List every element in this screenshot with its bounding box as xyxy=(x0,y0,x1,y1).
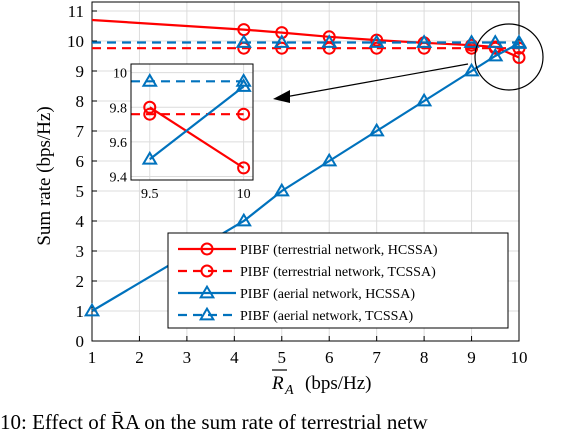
circle-marker xyxy=(200,242,214,256)
zoom-annotation xyxy=(273,23,544,103)
zoom-arrow-line xyxy=(284,63,469,98)
inset-series-3 xyxy=(131,73,252,87)
y-tick-label: 0 xyxy=(76,332,85,351)
figure-caption: 10: Effect of R̄A on the sum rate of ter… xyxy=(0,410,428,434)
inset-y-tick-label: 9.6 xyxy=(110,136,128,151)
y-tick-label: 3 xyxy=(76,242,85,261)
x-tick-label: 5 xyxy=(278,348,287,367)
svg-text:R: R xyxy=(271,373,284,394)
y-tick-label: 8 xyxy=(76,92,85,111)
inset-x-tick-label: 10 xyxy=(237,187,251,202)
series-line xyxy=(91,18,520,59)
series-2 xyxy=(83,35,528,317)
legend-label: PIBF (terrestrial network, HCSSA) xyxy=(240,243,438,258)
x-tick-label: 8 xyxy=(420,348,429,367)
x-tick-label: 7 xyxy=(372,348,381,367)
inset-series-1 xyxy=(131,107,251,121)
x-axis-label: R A (bps/Hz) xyxy=(271,369,371,398)
triangle-marker xyxy=(273,34,290,48)
legend: PIBF (terrestrial network, HCSSA) PIBF (t… xyxy=(167,232,509,329)
triangle-marker xyxy=(198,306,216,321)
legend-label: PIBF (aerial network, TCSSA) xyxy=(240,309,414,324)
y-axis-label: Sum rate (bps/Hz) xyxy=(34,106,55,245)
svg-text:A: A xyxy=(284,383,294,398)
inset-y-tick-label: 10 xyxy=(113,67,127,82)
x-tick-label: 4 xyxy=(230,348,239,367)
triangle-marker xyxy=(416,34,433,48)
y-tick-label: 11 xyxy=(68,2,84,21)
triangle-marker xyxy=(487,47,504,62)
circle-marker xyxy=(370,41,384,55)
triangle-marker xyxy=(273,182,290,197)
x-tick-label: 9 xyxy=(467,348,476,367)
circle-marker xyxy=(237,107,251,121)
x-tick-label: 1 xyxy=(88,348,97,367)
circle-marker xyxy=(143,100,157,114)
inset-frame xyxy=(130,63,254,181)
circle-marker xyxy=(143,107,157,121)
triangle-marker xyxy=(321,34,338,48)
y-tick-label: 1 xyxy=(76,302,85,321)
y-tick-label: 10 xyxy=(67,32,84,51)
plot-frame xyxy=(91,1,520,342)
legend-label: PIBF (aerial network, HCSSA) xyxy=(240,287,415,302)
inset-y-tick-label: 9.8 xyxy=(110,101,128,116)
inset-series-line xyxy=(149,85,245,161)
legend-item-3: PIBF (aerial network, TCSSA) xyxy=(178,306,414,324)
y-tick-label: 6 xyxy=(76,152,85,171)
triangle-marker xyxy=(83,302,101,317)
circle-marker xyxy=(512,51,526,64)
circle-marker xyxy=(200,264,214,278)
x-tick-label: 2 xyxy=(135,348,144,367)
triangle-marker xyxy=(368,122,385,137)
inset-y-tick-label: 9.4 xyxy=(110,171,128,186)
triangle-marker xyxy=(321,152,338,167)
triangle-marker xyxy=(463,62,480,77)
triangle-marker xyxy=(235,73,252,87)
legend-item-2: PIBF (aerial network, HCSSA) xyxy=(178,284,415,302)
legend-item-0: PIBF (terrestrial network, HCSSA) xyxy=(178,242,438,258)
x-tick-label: 3 xyxy=(183,348,192,367)
triangle-marker xyxy=(463,34,480,48)
triangle-marker xyxy=(510,34,528,48)
main-axes xyxy=(91,1,520,342)
main-series xyxy=(83,18,528,317)
y-tick-label: 2 xyxy=(76,272,85,291)
inset-series-line xyxy=(149,106,245,169)
triangle-marker xyxy=(416,92,433,107)
svg-text:(bps/Hz): (bps/Hz) xyxy=(305,373,371,394)
inset-x-tick-label: 9.5 xyxy=(141,187,159,202)
x-tick-label: 10 xyxy=(511,348,528,367)
y-tick-label: 4 xyxy=(76,212,85,231)
triangle-marker xyxy=(141,150,158,165)
triangle-marker xyxy=(235,34,252,48)
zoom-circle xyxy=(474,23,544,91)
triangle-marker xyxy=(235,212,252,227)
y-tick-label: 7 xyxy=(76,122,85,141)
y-tick-label: 5 xyxy=(76,182,85,201)
inset-tick-labels: 9.5 10 9.4 9.6 9.8 10 xyxy=(110,67,251,202)
circle-marker xyxy=(237,161,251,175)
legend-label: PIBF (terrestrial network, TCSSA) xyxy=(240,265,436,280)
circle-marker xyxy=(322,41,336,55)
y-tick-label: 9 xyxy=(76,62,85,81)
triangle-marker xyxy=(198,284,216,299)
series-3 xyxy=(92,34,528,48)
zoom-arrowhead xyxy=(273,90,290,103)
circle-marker xyxy=(275,41,289,55)
inset-plot: 9.5 10 9.4 9.6 9.8 10 xyxy=(110,63,254,202)
inset-series-0 xyxy=(143,100,251,175)
triangle-marker xyxy=(487,34,504,48)
triangle-marker xyxy=(141,73,158,87)
triangle-marker xyxy=(368,34,385,48)
legend-item-1: PIBF (terrestrial network, TCSSA) xyxy=(178,264,436,280)
inset-series xyxy=(131,73,252,175)
x-tick-label: 6 xyxy=(325,348,334,367)
circle-marker xyxy=(488,41,502,55)
series-line xyxy=(91,42,520,312)
